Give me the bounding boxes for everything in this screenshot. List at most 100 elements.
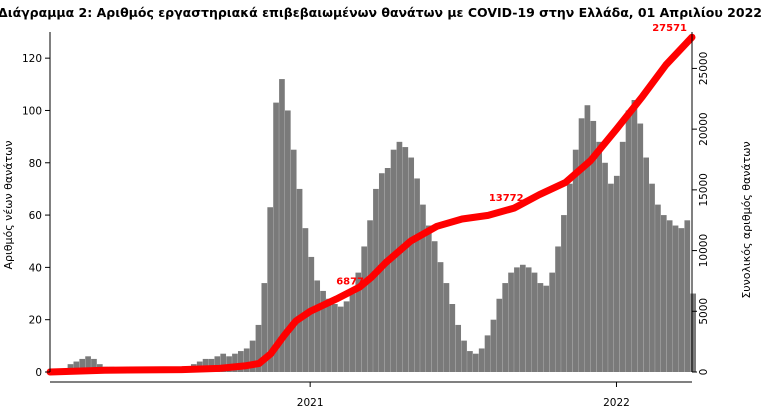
bar (290, 149, 297, 372)
annotations: 27571 13772 6877 (336, 23, 687, 287)
bar (261, 283, 268, 372)
bar (678, 228, 685, 372)
axes: 0 20 40 60 80 100 120 0 5000 10000 15000 20000 25000… (22, 32, 710, 409)
bar (596, 141, 603, 372)
bar (660, 215, 667, 372)
bar (449, 304, 456, 372)
bar (361, 246, 368, 372)
y-tick-label: 40 (29, 262, 42, 274)
bar (85, 356, 91, 372)
bar (484, 335, 491, 372)
x-tick-label: 2021 (297, 397, 324, 409)
bar (619, 141, 626, 372)
y-tick-label: 0 (35, 367, 42, 379)
bar (214, 356, 221, 372)
bar (643, 157, 649, 372)
bar (602, 162, 608, 372)
bar (279, 79, 285, 373)
bar (655, 204, 661, 372)
bar (502, 283, 509, 372)
bar (373, 188, 379, 372)
bar (320, 290, 326, 372)
bar (549, 272, 556, 372)
bar (684, 220, 691, 372)
y-tick-label: 120 (22, 53, 42, 65)
bar (590, 120, 597, 372)
bar (220, 353, 227, 372)
y-tick-label: 60 (29, 210, 42, 222)
bar (437, 262, 444, 372)
bar (672, 225, 679, 372)
bar (649, 183, 655, 372)
bar (555, 246, 561, 372)
x-tick-label: 2022 (603, 397, 630, 409)
bar (561, 215, 567, 372)
bar (431, 241, 438, 372)
bar (337, 306, 344, 372)
cumulative-label: 27571 (652, 23, 687, 34)
bar (237, 351, 244, 372)
bar (273, 102, 279, 372)
bar (402, 147, 409, 372)
bar (326, 298, 332, 372)
bar (472, 353, 479, 372)
bar (296, 188, 303, 372)
bar (631, 100, 638, 372)
bar (249, 340, 256, 372)
bar (690, 293, 696, 372)
bar (584, 105, 591, 372)
cumulative-line (46, 33, 696, 376)
bar (355, 272, 362, 372)
bar (384, 168, 391, 372)
daily-deaths-bars (61, 79, 696, 373)
y2-tick-label: 0 (698, 369, 710, 376)
bar (343, 301, 350, 372)
y2-tick-label: 15000 (698, 173, 710, 206)
bar (531, 272, 538, 372)
y-tick-label: 20 (29, 315, 42, 327)
y2-tick-label: 10000 (698, 234, 710, 267)
bar (572, 149, 579, 372)
y2-tick-label: 5000 (698, 298, 710, 325)
bar (637, 123, 644, 373)
bar (443, 283, 450, 372)
bar (478, 348, 485, 372)
bar (255, 324, 262, 372)
y2-tick-label: 20000 (698, 112, 710, 145)
cumulative-label: 6877 (336, 276, 364, 287)
bar (302, 228, 309, 372)
bar (390, 149, 397, 372)
y2-axis-label: Συνολικός αριθμός θανάτων (740, 141, 753, 298)
bar (73, 361, 80, 372)
cumulative-label: 13772 (489, 193, 524, 204)
bar (461, 340, 467, 372)
bar (367, 220, 373, 372)
chart-title: Διάγραμμα 2: Αριθμός εργαστηριακά επιβεβ… (0, 5, 761, 20)
bar (455, 324, 462, 372)
y-axis-label: Αριθμός νέων θανάτων (2, 141, 15, 270)
bar (414, 178, 420, 372)
bar (331, 304, 338, 372)
bar (91, 358, 97, 372)
bar (284, 110, 291, 372)
bar (314, 280, 321, 372)
bar (490, 319, 497, 372)
bar (396, 141, 403, 372)
bar (79, 358, 86, 372)
bar (508, 272, 514, 372)
bar (525, 267, 532, 372)
bar (519, 264, 526, 372)
bar (514, 267, 520, 372)
bar (537, 283, 544, 372)
bar (578, 118, 585, 372)
bar (666, 220, 673, 372)
bar (613, 175, 620, 372)
y-tick-label: 80 (29, 158, 42, 170)
bar (566, 183, 573, 372)
bar (243, 348, 250, 372)
bar (425, 225, 432, 372)
bar (543, 285, 550, 372)
y-tick-label: 100 (22, 105, 42, 117)
